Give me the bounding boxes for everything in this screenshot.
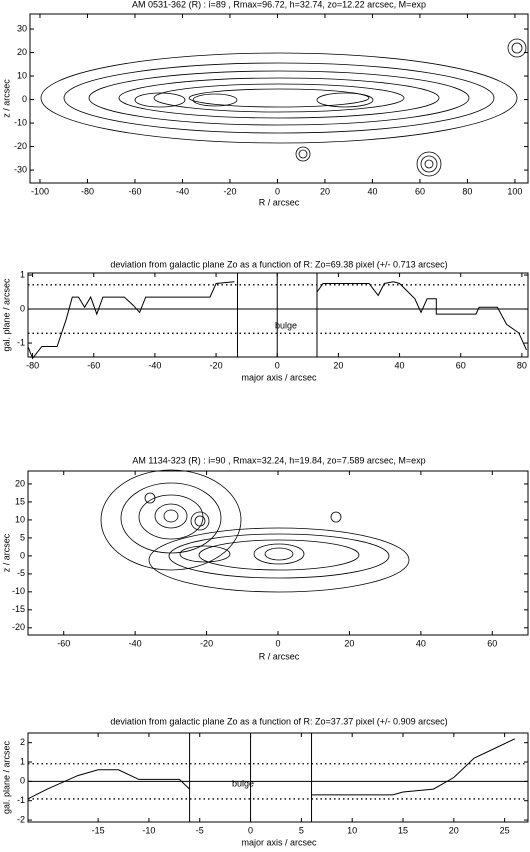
x-tick-label: -80 xyxy=(26,360,39,370)
chart-title: deviation from galactic plane Zo as a fu… xyxy=(110,716,447,726)
x-tick-label: 20 xyxy=(344,638,354,648)
y-axis-label: z / arcsec xyxy=(1,79,11,118)
x-tick-label: 60 xyxy=(487,638,497,648)
x-tick-label: -10 xyxy=(142,825,155,835)
x-tick-label: 40 xyxy=(367,186,377,196)
y-axis-label: gal. plane / arcsec xyxy=(1,278,11,352)
y-tick-label: -10 xyxy=(14,117,27,127)
x-tick-label: 5 xyxy=(299,825,304,835)
x-tick-label: 0 xyxy=(275,360,280,370)
y-tick-label: 0 xyxy=(20,550,25,560)
y-tick-label: 1 xyxy=(20,269,25,279)
y-tick-label: 10 xyxy=(15,514,25,524)
y-tick-label: 1 xyxy=(20,756,25,766)
y-tick-label: 30 xyxy=(17,23,27,33)
x-tick-label: 100 xyxy=(507,186,522,196)
x-tick-label: -60 xyxy=(87,360,100,370)
x-axis-label: major axis / arcsec xyxy=(241,372,317,382)
x-tick-label: -20 xyxy=(223,186,236,196)
y-tick-label: 0 xyxy=(20,303,25,313)
x-tick-label: 10 xyxy=(347,825,357,835)
x-tick-label: 25 xyxy=(500,825,510,835)
y-tick-label: 10 xyxy=(17,70,27,80)
y-tick-label: -20 xyxy=(14,141,27,151)
x-tick-label: -20 xyxy=(210,360,223,370)
y-tick-label: 20 xyxy=(17,47,27,57)
x-tick-label: -40 xyxy=(129,638,142,648)
y-tick-label: 5 xyxy=(20,532,25,542)
annotation: bulge xyxy=(232,778,254,788)
x-tick-label: 0 xyxy=(248,825,253,835)
y-tick-label: 20 xyxy=(15,478,25,488)
y-tick-label: -1 xyxy=(17,337,25,347)
plot-frame xyxy=(27,732,529,823)
y-tick-label: -1 xyxy=(17,795,25,805)
x-axis-label: R / arcsec xyxy=(259,651,300,661)
chart-title: AM 0531-362 (R) : i=89 , Rmax=96.72, h=3… xyxy=(132,0,426,9)
x-tick-label: 40 xyxy=(416,638,426,648)
x-tick-label: -5 xyxy=(196,825,204,835)
x-tick-label: 15 xyxy=(398,825,408,835)
deviation-line xyxy=(27,738,516,800)
x-tick-label: -15 xyxy=(92,825,105,835)
x-tick-label: -40 xyxy=(148,360,161,370)
x-tick-label: 40 xyxy=(395,360,405,370)
y-axis-label: z / arcsec xyxy=(1,533,11,572)
chart-title: deviation from galactic plane Zo as a fu… xyxy=(110,259,447,269)
y-tick-label: 0 xyxy=(20,776,25,786)
y-tick-label: 0 xyxy=(22,94,27,104)
y-tick-label: -2 xyxy=(17,814,25,824)
y-tick-label: 2 xyxy=(20,737,25,747)
y-tick-label: -30 xyxy=(14,164,27,174)
x-tick-label: 0 xyxy=(275,638,280,648)
y-tick-label: 15 xyxy=(15,496,25,506)
plot-frame xyxy=(27,272,529,358)
y-axis-label: gal. plane / arcsec xyxy=(1,740,11,814)
x-tick-label: 80 xyxy=(462,186,472,196)
x-axis-label: major axis / arcsec xyxy=(241,837,317,847)
plot-frame xyxy=(29,13,529,184)
x-tick-label: -60 xyxy=(128,186,141,196)
contours-1 xyxy=(40,38,527,177)
y-tick-label: -10 xyxy=(12,586,25,596)
x-tick-label: 0 xyxy=(275,186,280,196)
x-tick-label: 80 xyxy=(517,360,527,370)
x-axis-label: R / arcsec xyxy=(259,197,300,207)
x-tick-label: -40 xyxy=(176,186,189,196)
deviation-line xyxy=(27,281,527,360)
x-tick-label: -60 xyxy=(57,638,70,648)
annotation: bulge xyxy=(275,320,297,330)
chart-title: AM 1134-323 (R) : i=90 , Rmax=32.24, h=1… xyxy=(132,455,425,465)
plot-frame xyxy=(27,470,529,636)
y-tick-label: -5 xyxy=(17,568,25,578)
x-tick-label: 20 xyxy=(320,186,330,196)
y-tick-label: -15 xyxy=(12,604,25,614)
x-tick-label: -80 xyxy=(81,186,94,196)
x-tick-label: 60 xyxy=(415,186,425,196)
x-tick-label: -100 xyxy=(31,186,49,196)
x-tick-label: 20 xyxy=(333,360,343,370)
x-tick-label: 60 xyxy=(456,360,466,370)
y-tick-label: -20 xyxy=(12,622,25,632)
x-tick-label: -20 xyxy=(200,638,213,648)
contours-2 xyxy=(100,469,410,593)
x-tick-label: 20 xyxy=(449,825,459,835)
